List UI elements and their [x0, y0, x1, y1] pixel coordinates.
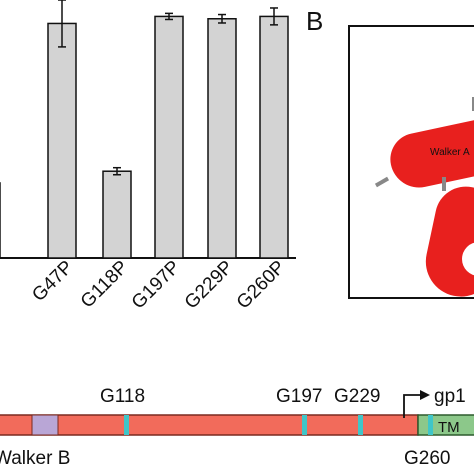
error-bar-G197P	[165, 12, 173, 21]
label-g260: G260	[404, 448, 450, 469]
bar-G47P	[47, 22, 77, 259]
marker-g197	[302, 415, 307, 435]
arrow-start-icon	[403, 394, 426, 418]
bar-G229P	[207, 18, 237, 259]
tick-label-G118P: G118P	[77, 257, 133, 313]
linker-stub-left	[374, 176, 390, 188]
marker-g229	[358, 415, 363, 435]
panel-b-letter: B	[306, 6, 324, 36]
sequence-bar	[0, 414, 419, 436]
label-walker-b: Walker B	[0, 448, 70, 469]
tick-label-G197P: G197P	[128, 257, 185, 314]
label-gp1: gp1	[434, 386, 466, 407]
error-bar-G47P	[58, 0, 66, 48]
label-g197: G197	[276, 386, 322, 407]
linker-stub-top	[472, 97, 474, 111]
walker-b-region	[31, 414, 59, 436]
second-domain-shape	[419, 180, 474, 297]
walker-a-label: Walker A	[430, 147, 470, 158]
arrowhead-icon	[420, 390, 430, 400]
error-bar-G260P	[270, 7, 278, 26]
bars-layer	[0, 0, 289, 259]
label-g118: G118	[100, 386, 145, 407]
marker-g260	[428, 415, 433, 435]
label-g229: G229	[334, 386, 380, 407]
tick-label-G229P: G229P	[181, 257, 238, 314]
domain-pocket	[462, 242, 474, 276]
bar-G260P	[259, 15, 289, 259]
sequence-map: G118 G197 G229 G260 Walker B gp1 TM	[0, 386, 474, 469]
bar-G118P	[102, 170, 132, 259]
error-bar-G229P	[218, 13, 226, 24]
tick-label-G260P: G260P	[233, 257, 290, 314]
linker-stub-mid	[442, 177, 446, 191]
axis-fragment-glyph: :	[0, 290, 1, 311]
marker-g118	[124, 415, 129, 435]
bar-G197P	[154, 15, 184, 259]
panel-b-diagram: Walker A A	[348, 25, 474, 299]
tick-label-G47P: G47P	[28, 257, 77, 306]
error-bar-G118P	[113, 166, 121, 176]
label-tm: TM	[438, 419, 460, 436]
